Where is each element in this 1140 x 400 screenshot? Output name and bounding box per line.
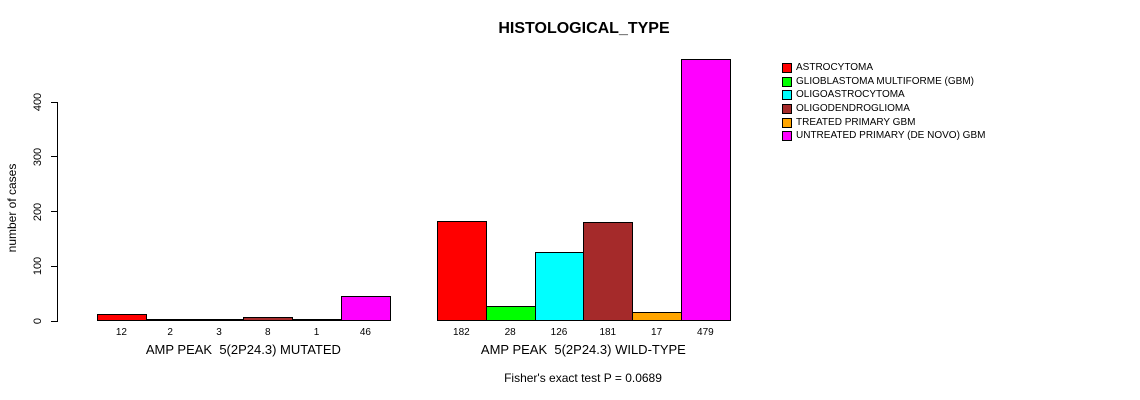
legend-item: UNTREATED PRIMARY (DE NOVO) GBM — [782, 129, 985, 143]
bar-value-label: 181 — [599, 327, 617, 338]
legend-swatch — [782, 62, 792, 73]
legend-label: ASTROCYTOMA — [796, 61, 874, 73]
y-tick — [51, 101, 57, 103]
bar-value-label: 46 — [359, 327, 371, 338]
bar-value-label: 126 — [550, 327, 568, 338]
bar — [341, 296, 391, 321]
y-tick-label: 0 — [32, 317, 44, 325]
bar — [243, 317, 294, 321]
y-tick-label: 300 — [32, 147, 44, 167]
y-tick-label: 100 — [32, 257, 44, 276]
bar — [292, 319, 342, 321]
y-tick-label: 400 — [32, 93, 44, 112]
bar-value-label: 479 — [697, 327, 714, 338]
bar-value-label: 182 — [453, 327, 470, 338]
legend-label: TREATED PRIMARY GBM — [796, 116, 916, 128]
legend: ASTROCYTOMA GLIOBLASTOMA MULTIFORME (GBM)… — [782, 61, 985, 143]
bar — [145, 319, 196, 321]
bar — [194, 319, 245, 321]
y-tick-label: 200 — [32, 202, 44, 221]
legend-label: OLIGOASTROCYTOMA — [796, 89, 905, 101]
bar-value-label: 12 — [115, 327, 127, 338]
bar-value-label: 2 — [167, 327, 173, 338]
bar-value-label: 28 — [504, 327, 516, 338]
bar — [583, 222, 634, 321]
legend-swatch — [782, 90, 792, 101]
legend-item: ASTROCYTOMA — [782, 61, 985, 75]
legend-swatch — [782, 117, 792, 128]
y-tick — [51, 265, 57, 267]
legend-swatch — [782, 76, 792, 87]
y-axis-label: number of cases — [5, 163, 19, 253]
y-tick — [51, 320, 57, 322]
bar — [97, 314, 147, 321]
legend-item: OLIGODENDROGLIOMA — [782, 102, 985, 116]
legend-item: GLIOBLASTOMA MULTIFORME (GBM) — [782, 75, 985, 89]
bar-value-label: 1 — [313, 327, 320, 338]
chart-title: HISTOLOGICAL_TYPE — [498, 20, 670, 37]
bar — [485, 306, 536, 321]
legend-swatch — [782, 103, 792, 114]
y-axis-line — [57, 102, 58, 322]
y-tick — [51, 156, 57, 158]
y-tick — [51, 211, 57, 213]
x-axis-group-label: AMP PEAK 5(2P24.3) WILD-TYPE — [480, 342, 686, 357]
legend-swatch — [782, 131, 792, 142]
bar-value-label: 8 — [265, 327, 271, 338]
bar — [437, 221, 487, 321]
legend-label: UNTREATED PRIMARY (DE NOVO) GBM — [796, 130, 986, 142]
bar-value-label: 17 — [651, 327, 663, 338]
annotation-text: Fisher's exact test P = 0.0689 — [504, 371, 662, 385]
legend-label: GLIOBLASTOMA MULTIFORME (GBM) — [796, 75, 974, 87]
legend-label: OLIGODENDROGLIOMA — [796, 102, 910, 114]
legend-item: OLIGOASTROCYTOMA — [782, 88, 985, 102]
bar — [632, 312, 682, 321]
bar — [681, 59, 731, 321]
bar-value-label: 3 — [216, 327, 222, 338]
x-axis-group-label: AMP PEAK 5(2P24.3) MUTATED — [145, 342, 341, 357]
bar — [534, 252, 585, 321]
legend-item: TREATED PRIMARY GBM — [782, 116, 985, 130]
